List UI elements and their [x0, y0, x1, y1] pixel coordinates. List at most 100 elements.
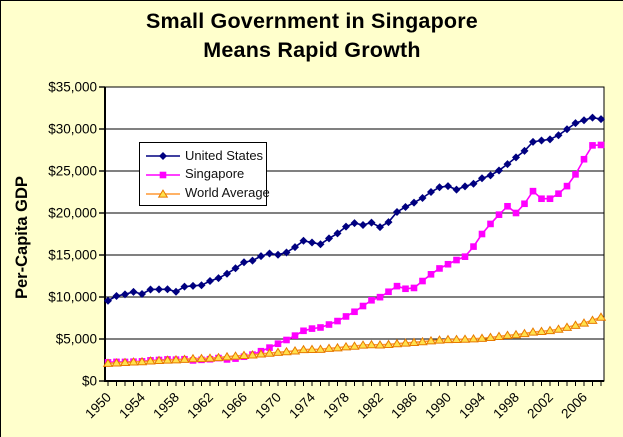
square-marker	[274, 340, 282, 348]
legend-item-united-states: United States	[145, 146, 263, 164]
x-tick-label: 1958	[150, 390, 182, 422]
square-marker	[159, 171, 167, 179]
diamond-marker	[452, 185, 461, 194]
triangle-marker	[536, 326, 547, 335]
diamond-marker	[350, 219, 359, 228]
square-marker	[538, 195, 545, 203]
square-marker	[342, 313, 350, 320]
triangle-marker	[315, 344, 326, 353]
legend-item-world-average: World Average	[145, 184, 270, 202]
diamond-marker	[580, 116, 588, 125]
triangle-marker	[272, 347, 284, 356]
diamond-marker	[206, 276, 214, 285]
triangle-marker	[221, 351, 233, 361]
square-marker	[368, 296, 375, 304]
square-marker	[334, 317, 341, 325]
square-marker	[427, 271, 435, 278]
diamond-marker	[248, 256, 257, 265]
triangle-marker	[187, 353, 199, 363]
square-marker	[385, 288, 392, 296]
triangle-marker	[153, 355, 165, 365]
triangle-marker	[111, 358, 122, 367]
x-tick-label: 1970	[252, 390, 284, 422]
triangle-marker	[349, 341, 360, 350]
diamond-marker	[104, 296, 112, 305]
square-marker	[308, 325, 316, 332]
triangle-marker	[264, 348, 275, 357]
diamond-marker	[376, 223, 384, 232]
square-marker	[504, 202, 511, 210]
y-tick-label: $5,000	[56, 332, 97, 347]
triangle-marker	[485, 332, 496, 342]
square-marker	[470, 243, 477, 250]
square-marker	[529, 187, 537, 195]
triangle-marker	[442, 334, 454, 344]
x-tick-label: 2006	[558, 390, 590, 422]
diamond-marker	[112, 292, 121, 301]
triangle-marker	[162, 355, 173, 364]
chart-title-line2: Means Rapid Growth	[203, 38, 421, 62]
diamond-marker	[155, 285, 163, 294]
square-marker-icon	[145, 168, 181, 180]
square-marker	[563, 182, 571, 190]
legend: United States Singapore World Average	[139, 142, 270, 206]
triangle-marker	[247, 350, 258, 359]
x-tick-label: 1982	[354, 390, 386, 422]
square-marker	[495, 211, 503, 218]
diamond-marker	[163, 285, 172, 294]
diamond-marker	[554, 131, 563, 140]
x-tick-label: 1994	[456, 389, 488, 421]
triangle-marker	[391, 338, 403, 348]
diamond-marker	[486, 171, 495, 180]
triangle-marker	[230, 351, 241, 360]
diamond-marker	[274, 250, 282, 259]
triangle-marker	[544, 325, 556, 335]
square-marker	[393, 282, 401, 290]
y-tick-label: $25,000	[48, 164, 97, 179]
triangle-marker	[527, 327, 539, 336]
chart-title-line1: Small Government in Singapore	[146, 9, 478, 33]
square-marker	[461, 253, 469, 260]
square-marker	[572, 171, 579, 178]
triangle-marker-icon	[145, 187, 181, 199]
square-marker	[266, 344, 273, 351]
diamond-marker	[503, 160, 512, 169]
triangle-marker	[119, 357, 131, 367]
triangle-marker	[281, 346, 292, 356]
triangle-marker	[451, 334, 462, 344]
diamond-marker	[427, 188, 435, 197]
diamond-marker	[478, 174, 486, 183]
diamond-marker	[291, 243, 299, 252]
triangle-marker	[145, 356, 156, 365]
square-marker	[351, 308, 358, 316]
square-marker	[478, 230, 486, 238]
diamond-marker	[265, 249, 274, 258]
square-marker	[436, 265, 443, 272]
square-marker	[512, 209, 520, 217]
y-tick-label: $30,000	[48, 122, 97, 137]
diamond-marker	[520, 146, 529, 155]
x-tick-label: 1966	[218, 390, 250, 422]
triangle-marker	[136, 356, 148, 366]
triangle-marker	[340, 341, 352, 351]
chart-title: Small Government in Singapore Means Rapi…	[1, 7, 623, 65]
triangle-marker	[289, 345, 301, 355]
diamond-marker	[495, 166, 503, 175]
x-tick-label: 1986	[388, 390, 420, 422]
x-tick-label: 1978	[320, 390, 352, 422]
diamond-marker	[359, 220, 367, 229]
square-marker	[589, 142, 596, 149]
series-world-average	[102, 312, 607, 367]
square-marker	[521, 200, 528, 208]
diamond-marker	[197, 281, 206, 290]
square-marker	[402, 285, 409, 293]
triangle-marker	[238, 350, 250, 359]
square-marker	[410, 284, 418, 292]
triangle-marker	[578, 318, 590, 327]
triangle-marker	[323, 343, 335, 352]
diamond-marker	[393, 207, 401, 216]
diamond-marker	[325, 234, 333, 243]
square-marker	[580, 155, 588, 163]
